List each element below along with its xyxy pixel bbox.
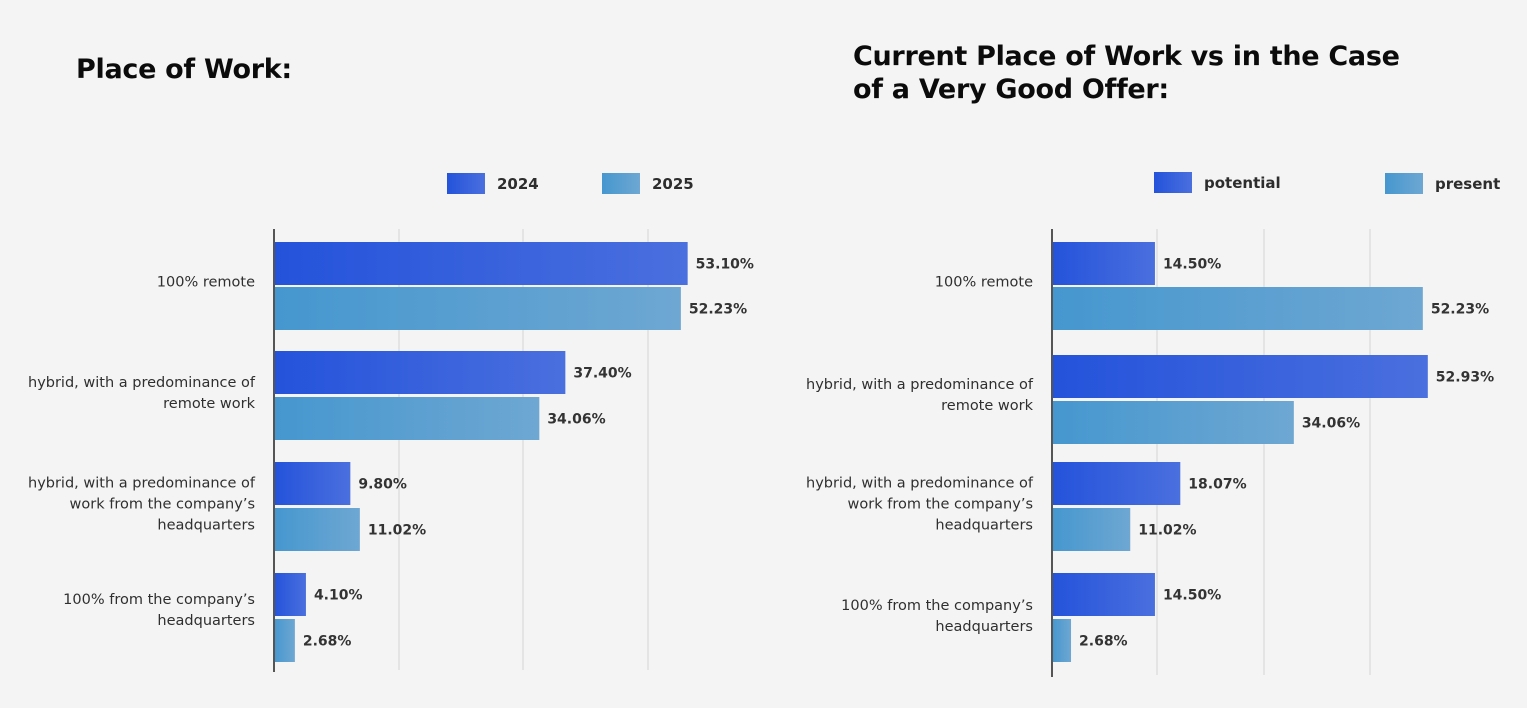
data-label-1-present-0: 52.23% bbox=[1431, 302, 1489, 318]
bar-1-present-0 bbox=[1052, 287, 1423, 330]
bar-0-2024-1 bbox=[274, 351, 566, 394]
data-label-0-2024-3: 4.10% bbox=[314, 588, 363, 604]
category-label-left-2: hybrid, with a predominance of work from… bbox=[28, 475, 255, 534]
data-label-0-2024-1: 37.40% bbox=[573, 366, 631, 382]
bar-1-potential-2 bbox=[1052, 462, 1181, 505]
bar-0-2025-3 bbox=[274, 619, 295, 662]
bar-0-2025-2 bbox=[274, 508, 360, 551]
chart-title-current-vs-offer: Current Place of Work vs in the Case of … bbox=[853, 41, 1400, 105]
category-label-right-1: hybrid, with a predominance of remote wo… bbox=[806, 377, 1033, 414]
category-label-left-0: 100% remote bbox=[156, 274, 255, 291]
bar-1-potential-3 bbox=[1052, 573, 1155, 616]
bar-1-potential-0 bbox=[1052, 242, 1155, 285]
legend-swatch-2025 bbox=[602, 173, 640, 194]
category-label-right-0: 100% remote bbox=[934, 274, 1033, 291]
legend-item-2025: 2025 bbox=[602, 173, 694, 194]
category-label-right-2: hybrid, with a predominance of work from… bbox=[806, 475, 1033, 534]
bar-0-2025-0 bbox=[274, 287, 681, 330]
legend-label-2024: 2024 bbox=[497, 174, 539, 193]
bar-0-2024-0 bbox=[274, 242, 688, 285]
data-label-1-potential-3: 14.50% bbox=[1163, 588, 1221, 604]
legend-label-potential: potential bbox=[1204, 173, 1281, 192]
legend-swatch-present bbox=[1385, 173, 1423, 194]
legend-swatch-potential bbox=[1154, 172, 1192, 193]
data-label-1-present-1: 34.06% bbox=[1302, 416, 1360, 432]
legend-swatch-2024 bbox=[447, 173, 485, 194]
data-label-1-present-3: 2.68% bbox=[1079, 634, 1128, 650]
category-label-right-3: 100% from the company’s headquarters bbox=[841, 598, 1033, 635]
data-label-0-2024-0: 53.10% bbox=[696, 257, 754, 273]
category-label-left-1: hybrid, with a predominance of remote wo… bbox=[28, 375, 255, 412]
bar-1-present-1 bbox=[1052, 401, 1294, 444]
data-label-0-2025-3: 2.68% bbox=[303, 634, 352, 650]
data-label-1-potential-0: 14.50% bbox=[1163, 257, 1221, 273]
data-label-0-2025-0: 52.23% bbox=[689, 302, 747, 318]
data-label-0-2025-2: 11.02% bbox=[368, 523, 426, 539]
legend-item-2024: 2024 bbox=[447, 173, 539, 194]
legend-label-present: present bbox=[1435, 174, 1501, 193]
data-label-0-2025-1: 34.06% bbox=[547, 412, 605, 428]
chart-title-place-of-work: Place of Work: bbox=[76, 54, 292, 85]
legend-item-potential: potential bbox=[1154, 172, 1281, 193]
bar-0-2024-3 bbox=[274, 573, 306, 616]
bar-1-present-2 bbox=[1052, 508, 1131, 551]
data-label-1-potential-2: 18.07% bbox=[1188, 477, 1246, 493]
bar-1-potential-1 bbox=[1052, 355, 1428, 398]
bar-1-present-3 bbox=[1052, 619, 1072, 662]
category-label-left-3: 100% from the company’s headquarters bbox=[63, 592, 255, 629]
data-label-1-present-2: 11.02% bbox=[1138, 523, 1196, 539]
data-label-1-potential-1: 52.93% bbox=[1436, 370, 1494, 386]
legend-item-present: present bbox=[1385, 173, 1500, 194]
legend-label-2025: 2025 bbox=[652, 174, 694, 193]
data-label-0-2024-2: 9.80% bbox=[358, 477, 407, 493]
bar-0-2024-2 bbox=[274, 462, 351, 505]
bar-0-2025-1 bbox=[274, 397, 540, 440]
